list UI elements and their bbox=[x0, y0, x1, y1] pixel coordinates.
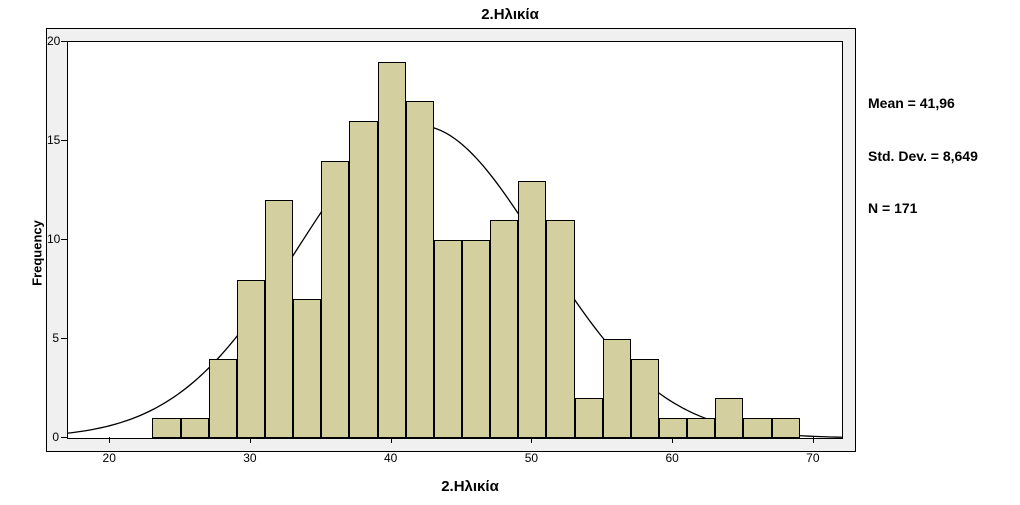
histogram-bar bbox=[631, 359, 659, 438]
histogram-bar bbox=[490, 220, 518, 438]
histogram-bar bbox=[378, 62, 406, 438]
histogram-bar bbox=[181, 418, 209, 438]
histogram-bar bbox=[575, 398, 603, 438]
histogram-bar bbox=[518, 181, 546, 438]
plot-outer-panel: 05101520203040506070 bbox=[46, 28, 856, 452]
y-tick bbox=[61, 41, 67, 42]
x-tick-label: 40 bbox=[384, 451, 397, 465]
x-tick-label: 30 bbox=[243, 451, 256, 465]
y-tick bbox=[61, 239, 67, 240]
x-tick bbox=[813, 437, 814, 443]
stat-mean: Mean = 41,96 bbox=[868, 95, 978, 113]
histogram-bar bbox=[462, 240, 490, 438]
histogram-bar bbox=[659, 418, 687, 438]
histogram-bar bbox=[237, 280, 265, 438]
histogram-bar bbox=[209, 359, 237, 438]
x-tick bbox=[391, 437, 392, 443]
chart-container: 2.Ηλικία Mean = 41,96 Std. Dev. = 8,649 … bbox=[0, 0, 1020, 505]
x-tick-label: 50 bbox=[525, 451, 538, 465]
stats-block: Mean = 41,96 Std. Dev. = 8,649 N = 171 bbox=[868, 60, 978, 253]
x-tick-label: 20 bbox=[103, 451, 116, 465]
histogram-bar bbox=[321, 161, 349, 438]
y-tick bbox=[61, 140, 67, 141]
histogram-bar bbox=[434, 240, 462, 438]
histogram-bar bbox=[152, 418, 180, 438]
x-tick bbox=[531, 437, 532, 443]
x-tick-label: 70 bbox=[806, 451, 819, 465]
x-tick bbox=[672, 437, 673, 443]
x-tick bbox=[109, 437, 110, 443]
y-tick-label: 20 bbox=[47, 34, 59, 48]
histogram-bar bbox=[293, 299, 321, 438]
chart-title: 2.Ηλικία bbox=[0, 6, 1020, 23]
histogram-bar bbox=[743, 418, 771, 438]
histogram-bar bbox=[603, 339, 631, 438]
histogram-bar bbox=[715, 398, 743, 438]
y-tick-label: 0 bbox=[47, 430, 59, 444]
y-tick-label: 15 bbox=[47, 133, 59, 147]
histogram-bar bbox=[349, 121, 377, 438]
histogram-bar bbox=[687, 418, 715, 438]
histogram-bar bbox=[265, 200, 293, 438]
y-tick-label: 10 bbox=[47, 232, 59, 246]
y-tick-label: 5 bbox=[47, 331, 59, 345]
x-axis-label: 2.Ηλικία bbox=[46, 478, 894, 495]
stat-n: N = 171 bbox=[868, 200, 978, 218]
histogram-bar bbox=[406, 101, 434, 438]
y-axis-label: Frequency bbox=[29, 220, 44, 286]
x-tick bbox=[250, 437, 251, 443]
plot-area bbox=[67, 41, 843, 439]
x-tick-label: 60 bbox=[665, 451, 678, 465]
histogram-bar bbox=[546, 220, 574, 438]
y-tick bbox=[61, 338, 67, 339]
histogram-bar bbox=[772, 418, 800, 438]
stat-std: Std. Dev. = 8,649 bbox=[868, 148, 978, 166]
y-tick bbox=[61, 437, 67, 438]
